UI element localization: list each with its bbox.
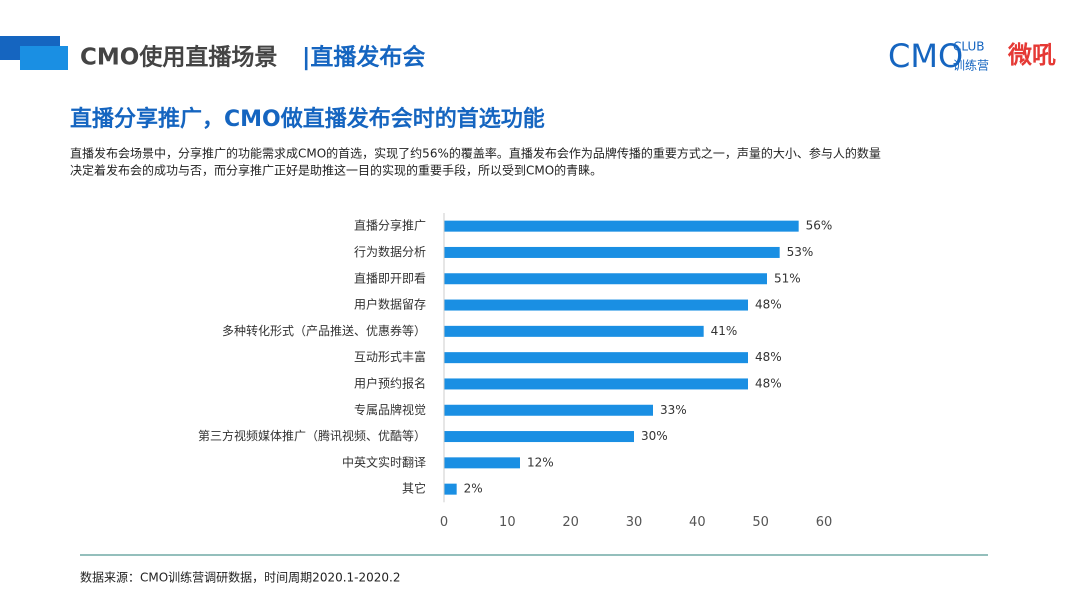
bar [444, 352, 748, 364]
bar [444, 273, 767, 285]
value-label: 48% [755, 376, 782, 390]
headline: 直播分享推广，CMO做直播发布会时的首选功能 [70, 106, 545, 132]
bar [444, 431, 634, 443]
value-label: 41% [711, 324, 738, 338]
value-label: 53% [787, 245, 814, 259]
y-tick-label: 多种转化形式（产品推送、优惠券等） [222, 323, 426, 338]
x-tick-label: 50 [752, 515, 769, 530]
bar [444, 483, 457, 495]
y-tick-label: 第三方视频媒体推广（腾讯视频、优酷等） [198, 428, 426, 443]
x-tick-label: 40 [689, 515, 706, 530]
y-tick-label: 互动形式丰富 [354, 349, 426, 364]
x-tick-label: 20 [562, 515, 579, 530]
bar [444, 299, 748, 311]
value-label: 48% [755, 298, 782, 312]
logo-brand: CMO [888, 37, 963, 75]
y-tick-label: 行为数据分析 [354, 244, 426, 259]
bar [444, 404, 653, 416]
y-tick-label: 中英文实时翻译 [342, 454, 426, 469]
bar [444, 246, 780, 258]
value-label: 2% [464, 482, 483, 496]
value-label: 51% [774, 271, 801, 285]
logo-sub: 训练营 [953, 58, 989, 73]
value-label: 12% [527, 455, 554, 469]
value-label: 30% [641, 429, 668, 443]
paragraph-line: 直播发布会场景中，分享推广的功能需求成CMO的首选，实现了约56%的覆盖率。直播… [70, 146, 881, 161]
bar [444, 457, 520, 469]
y-tick-label: 直播分享推广 [354, 218, 426, 233]
y-tick-label: 用户预约报名 [354, 375, 426, 390]
x-tick-label: 60 [816, 515, 833, 530]
bar [444, 220, 799, 232]
chart: 0 10 20 30 40 50 60 直播分享推广 56% 行为数据分析 53% 直播即开即看 51%… [198, 213, 832, 530]
value-label: 48% [755, 350, 782, 364]
x-tick-label: 0 [440, 515, 448, 530]
source: 数据来源：CMO训练营调研数据，时间周期2020.1-2020.2 [80, 570, 401, 585]
logo-club: CLUB [953, 40, 984, 54]
y-tick-label: 专属品牌视觉 [354, 402, 426, 417]
logo-partner: 微吼 [1007, 41, 1056, 69]
y-tick-label: 其它 [402, 481, 426, 496]
bar [444, 325, 704, 337]
bar [444, 378, 748, 390]
x-tick-label: 30 [626, 515, 643, 530]
slide-title-accent: |直播发布会 [302, 44, 425, 71]
y-tick-label: 用户数据留存 [354, 297, 426, 312]
value-label: 33% [660, 403, 687, 417]
slide-title: CMO使用直播场景 [80, 44, 277, 71]
y-tick-label: 直播即开即看 [354, 271, 426, 285]
x-tick-label: 10 [499, 515, 516, 530]
paragraph-line: 决定着发布会的成功与否，而分享推广正好是助推这一目的实现的重要手段，所以受到CM… [70, 163, 602, 178]
header-bar-accent [20, 46, 68, 70]
value-label: 56% [806, 219, 833, 233]
